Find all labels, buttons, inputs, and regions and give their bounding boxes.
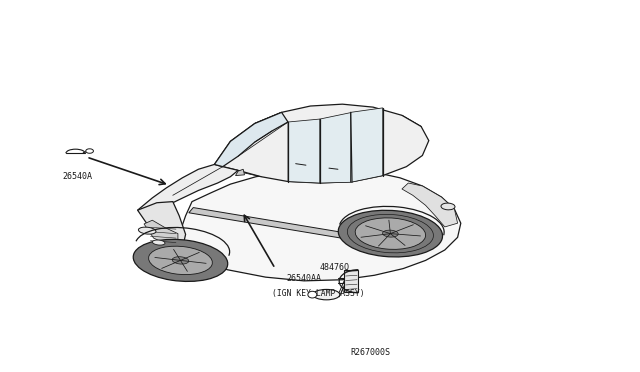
Ellipse shape: [133, 239, 228, 282]
Polygon shape: [236, 169, 244, 176]
Text: 26540AA: 26540AA: [287, 275, 322, 283]
Polygon shape: [320, 112, 352, 183]
Polygon shape: [179, 169, 461, 281]
Ellipse shape: [308, 291, 317, 298]
Ellipse shape: [355, 218, 426, 249]
Ellipse shape: [152, 240, 165, 245]
Polygon shape: [344, 270, 358, 292]
Text: 48476Q: 48476Q: [320, 263, 350, 272]
Polygon shape: [214, 112, 288, 167]
Circle shape: [86, 149, 93, 153]
Text: (IGN KEY LAMP ASSY): (IGN KEY LAMP ASSY): [272, 289, 365, 298]
Polygon shape: [402, 183, 458, 227]
Text: 26540A: 26540A: [62, 172, 92, 181]
Polygon shape: [189, 208, 372, 243]
Polygon shape: [288, 119, 320, 183]
Ellipse shape: [339, 210, 442, 257]
Polygon shape: [138, 164, 238, 214]
Text: R267000S: R267000S: [351, 348, 390, 357]
Polygon shape: [138, 202, 186, 248]
Polygon shape: [144, 220, 178, 246]
Ellipse shape: [172, 257, 189, 264]
Ellipse shape: [138, 227, 156, 234]
Ellipse shape: [148, 246, 212, 275]
Ellipse shape: [441, 203, 455, 210]
Polygon shape: [214, 104, 429, 183]
Ellipse shape: [383, 230, 398, 237]
Ellipse shape: [313, 289, 340, 300]
Polygon shape: [351, 108, 383, 182]
